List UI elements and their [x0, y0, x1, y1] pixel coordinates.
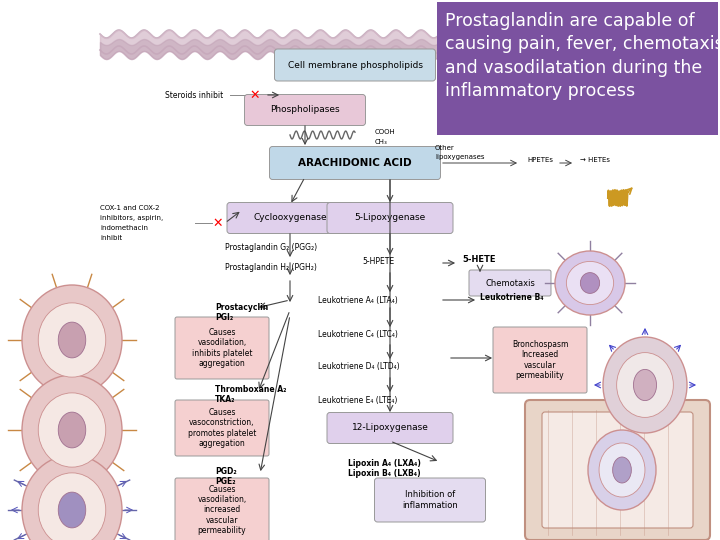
Ellipse shape — [22, 375, 122, 485]
Ellipse shape — [38, 393, 106, 467]
Ellipse shape — [599, 443, 645, 497]
Text: indomethacin: indomethacin — [100, 225, 148, 231]
Text: Other: Other — [435, 145, 455, 151]
Text: PGD₂: PGD₂ — [215, 468, 237, 476]
Text: Prostaglandin are capable of
causing pain, fever, chemotaxis
and vasodilatation : Prostaglandin are capable of causing pai… — [445, 12, 720, 100]
Text: PGE₂: PGE₂ — [215, 476, 235, 485]
Text: Prostaglandin H₂ (PGH₂): Prostaglandin H₂ (PGH₂) — [225, 264, 317, 273]
Ellipse shape — [22, 455, 122, 540]
Ellipse shape — [580, 273, 600, 293]
Text: PGI₂: PGI₂ — [215, 314, 233, 322]
Text: Causes
vasoconstriction,
promotes platelet
aggregation: Causes vasoconstriction, promotes platel… — [188, 408, 256, 448]
FancyBboxPatch shape — [327, 413, 453, 443]
Text: 5-Lipoxygenase: 5-Lipoxygenase — [354, 213, 426, 222]
Ellipse shape — [22, 285, 122, 395]
Text: Leukotriene C₄ (LTC₄): Leukotriene C₄ (LTC₄) — [318, 330, 398, 340]
FancyBboxPatch shape — [525, 400, 710, 540]
Text: ✕: ✕ — [250, 89, 260, 102]
FancyBboxPatch shape — [274, 49, 436, 81]
FancyBboxPatch shape — [175, 478, 269, 540]
Text: Lipoxin B₄ (LXB₄): Lipoxin B₄ (LXB₄) — [348, 469, 420, 477]
Text: TKA₂: TKA₂ — [215, 395, 235, 404]
Ellipse shape — [613, 457, 631, 483]
FancyBboxPatch shape — [227, 202, 353, 233]
Text: Causes
vasodilation,
increased
vascular
permeability: Causes vasodilation, increased vascular … — [197, 485, 247, 535]
Ellipse shape — [588, 430, 656, 510]
FancyBboxPatch shape — [493, 327, 587, 393]
Text: Bronchospasm
Increased
vascular
permeability: Bronchospasm Increased vascular permeabi… — [512, 340, 568, 380]
Ellipse shape — [567, 261, 613, 305]
Text: Steroids inhibit: Steroids inhibit — [165, 91, 223, 99]
Ellipse shape — [58, 322, 86, 358]
Text: Prostaglandin G₂ (PGG₂): Prostaglandin G₂ (PGG₂) — [225, 244, 317, 253]
Text: inhibit: inhibit — [612, 387, 634, 393]
Ellipse shape — [38, 473, 106, 540]
FancyBboxPatch shape — [374, 478, 485, 522]
Text: COOH: COOH — [375, 129, 396, 135]
Text: Thromboxane A₂: Thromboxane A₂ — [215, 386, 287, 395]
Bar — [437, 2, 718, 135]
Text: Cyclooxygenase: Cyclooxygenase — [253, 213, 327, 222]
Text: Leukotriene: Leukotriene — [612, 352, 653, 358]
FancyBboxPatch shape — [327, 202, 453, 233]
Ellipse shape — [58, 412, 86, 448]
Ellipse shape — [555, 251, 625, 315]
Text: lipoxygenases: lipoxygenases — [435, 154, 485, 160]
Text: 12-Lipoxygenase: 12-Lipoxygenase — [351, 423, 428, 433]
Ellipse shape — [38, 303, 106, 377]
Ellipse shape — [603, 337, 687, 433]
Text: Leukotriene B₄: Leukotriene B₄ — [480, 293, 544, 301]
Text: Phospholipases: Phospholipases — [270, 105, 340, 114]
Ellipse shape — [616, 353, 673, 417]
Text: 5-HPETE: 5-HPETE — [362, 258, 394, 267]
Text: inhibitors, aspirin,: inhibitors, aspirin, — [100, 215, 163, 221]
Text: 5-HETE: 5-HETE — [462, 255, 495, 265]
Text: Prostacyclin: Prostacyclin — [215, 303, 269, 313]
FancyBboxPatch shape — [542, 412, 693, 528]
Text: Inhibition of
inflammation: Inhibition of inflammation — [402, 490, 458, 510]
Text: ARACHIDONIC ACID: ARACHIDONIC ACID — [298, 158, 412, 168]
Text: ✕: ✕ — [212, 217, 223, 230]
Text: Lipoxin A₄ (LXA₄): Lipoxin A₄ (LXA₄) — [348, 458, 421, 468]
Text: → HETEs: → HETEs — [580, 157, 610, 163]
Text: Leukotriene E₄ (LTE₄): Leukotriene E₄ (LTE₄) — [318, 395, 397, 404]
Text: receptor: receptor — [612, 362, 642, 368]
Text: CH₃: CH₃ — [375, 139, 388, 145]
Ellipse shape — [58, 492, 86, 528]
FancyBboxPatch shape — [469, 270, 551, 296]
Text: Causes
vasodilation,
inhibits platelet
aggregation: Causes vasodilation, inhibits platelet a… — [192, 328, 252, 368]
Text: Chemotaxis: Chemotaxis — [485, 279, 535, 287]
Text: Cell membrane phospholipids: Cell membrane phospholipids — [287, 60, 423, 70]
Text: ✕: ✕ — [610, 375, 621, 388]
Text: inhibit: inhibit — [100, 235, 122, 241]
FancyBboxPatch shape — [175, 317, 269, 379]
Text: COX-1 and COX-2: COX-1 and COX-2 — [100, 205, 160, 211]
Text: Leukotriene D₄ (LTD₄): Leukotriene D₄ (LTD₄) — [318, 362, 400, 372]
FancyBboxPatch shape — [245, 94, 366, 125]
Ellipse shape — [634, 369, 657, 401]
FancyBboxPatch shape — [175, 400, 269, 456]
Text: HPETEs: HPETEs — [527, 157, 553, 163]
Text: Leukotriene A₄ (LTA₄): Leukotriene A₄ (LTA₄) — [318, 295, 397, 305]
Text: antagonists: antagonists — [612, 372, 653, 378]
FancyBboxPatch shape — [269, 146, 441, 179]
